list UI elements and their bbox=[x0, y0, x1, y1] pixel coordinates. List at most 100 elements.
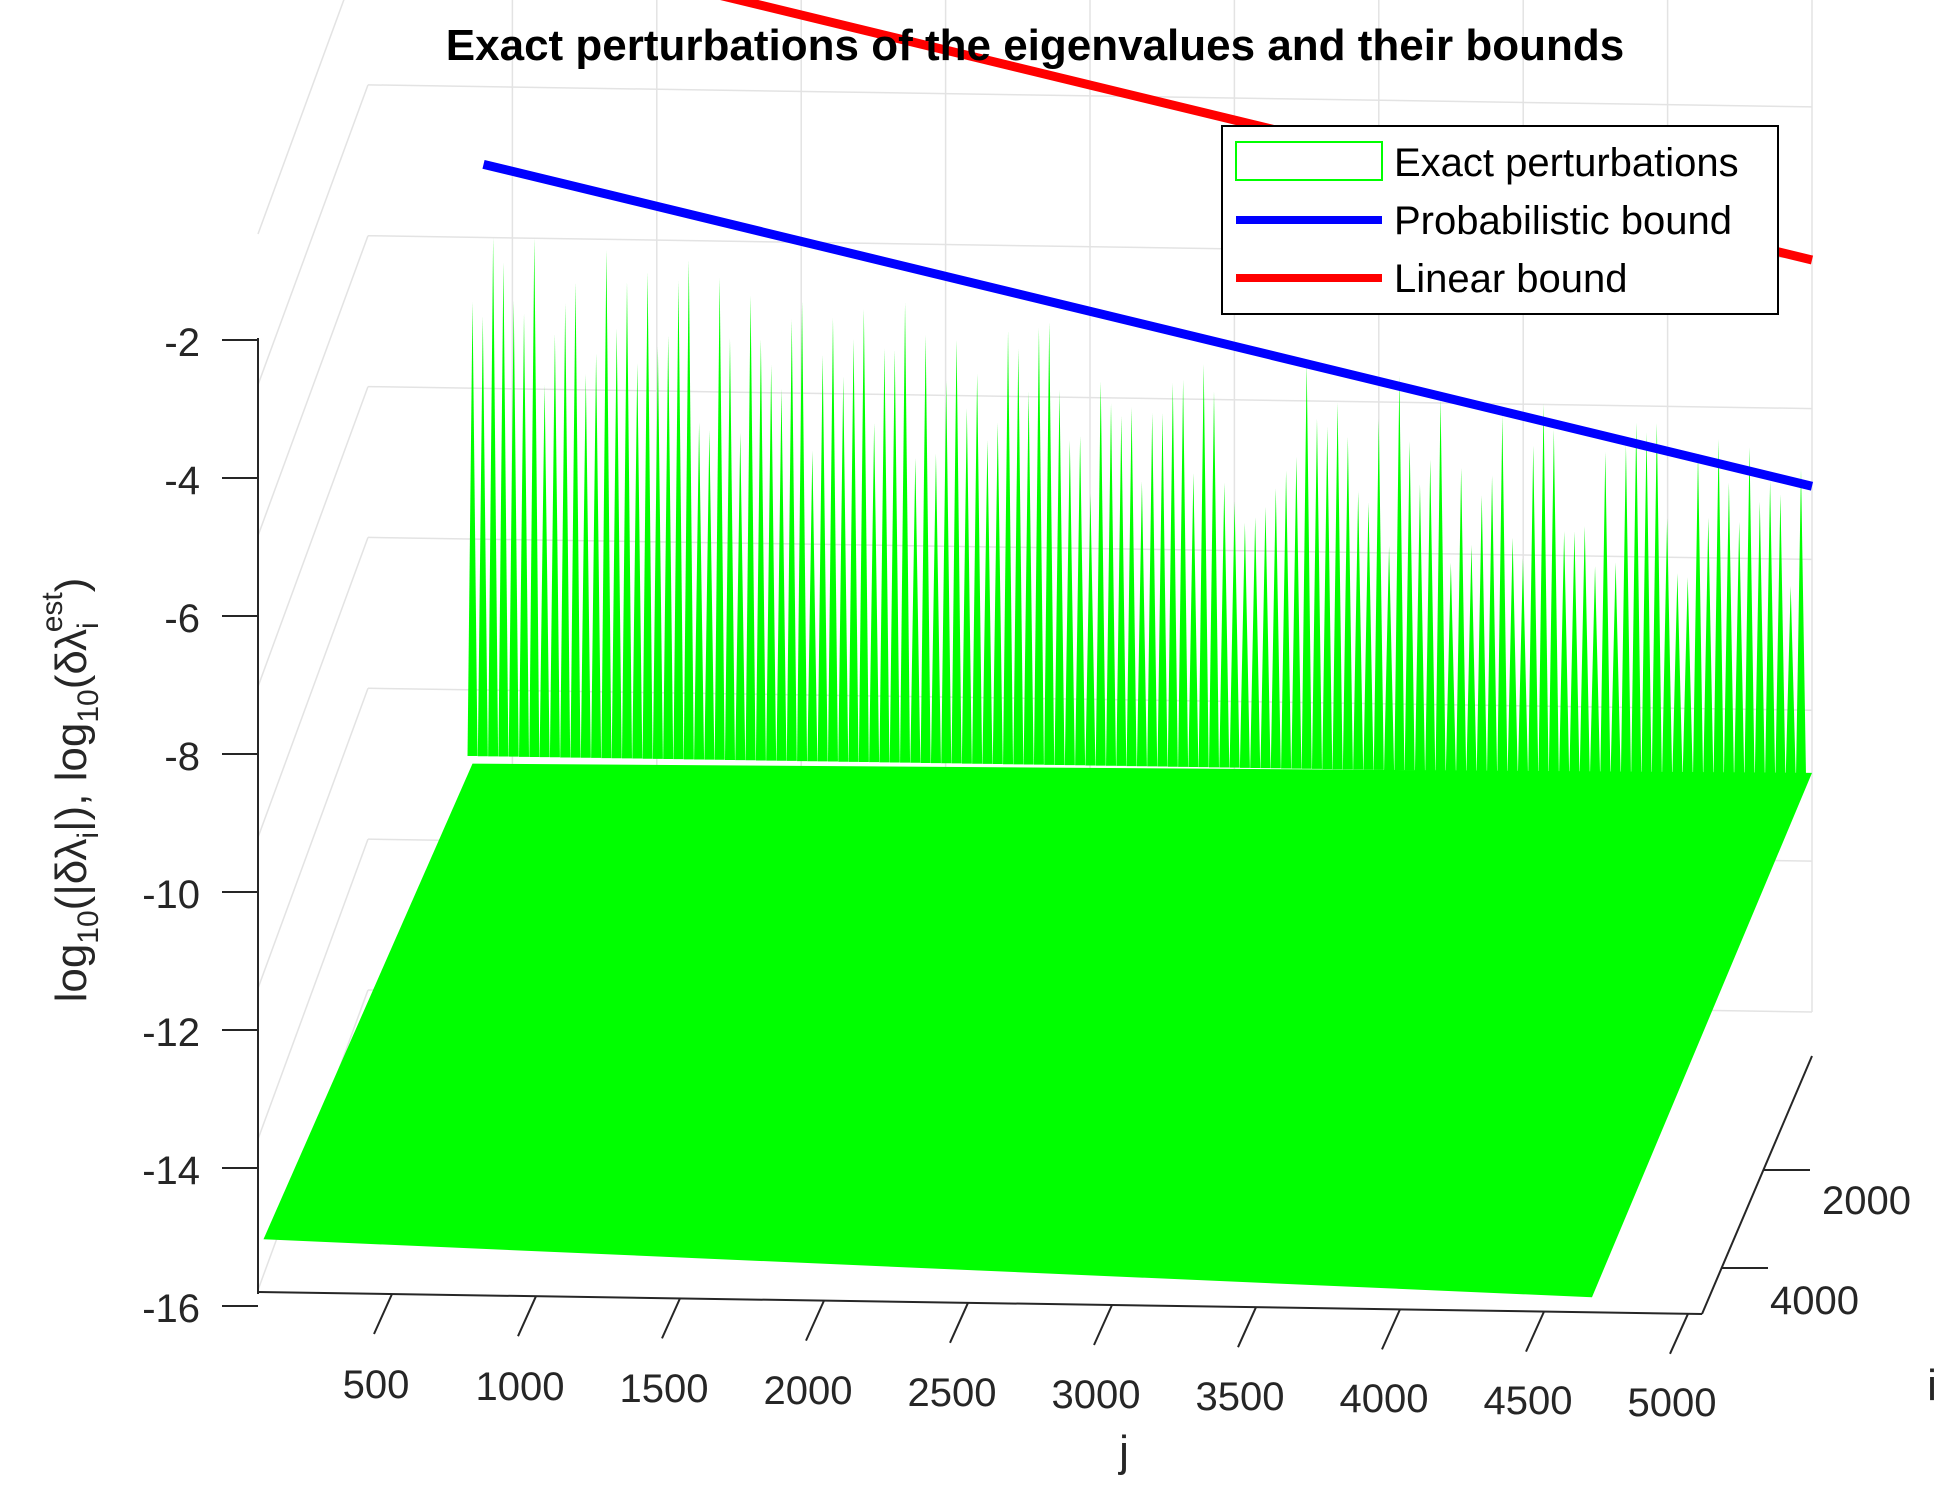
surface-spike bbox=[869, 422, 880, 763]
legend-swatch-exact-perturbations bbox=[1235, 141, 1383, 181]
chart-title: Exact perturbations of the eigenvalues a… bbox=[446, 21, 1624, 70]
surface-spike bbox=[529, 237, 540, 757]
surface-spike bbox=[766, 364, 777, 761]
surface-spike bbox=[827, 317, 838, 762]
surface-spike bbox=[1136, 481, 1147, 767]
x-tick-label: 4500 bbox=[1484, 1379, 1573, 1423]
surface-spike bbox=[549, 334, 560, 758]
surface-spike bbox=[961, 408, 972, 764]
surface-spike bbox=[838, 376, 849, 762]
surface-spike bbox=[632, 363, 643, 759]
z-tick-label: -2 bbox=[164, 321, 200, 365]
surface-spike bbox=[488, 237, 499, 757]
surface-spike bbox=[1497, 415, 1508, 772]
surface-spike bbox=[889, 349, 900, 763]
surface-spike bbox=[745, 295, 756, 761]
surface-spike bbox=[920, 335, 931, 763]
surface-spike bbox=[1435, 397, 1446, 771]
surface-spike bbox=[1414, 484, 1425, 771]
z-tick-label: -4 bbox=[164, 459, 200, 503]
axes bbox=[222, 338, 1813, 1355]
surface-spike bbox=[1476, 495, 1487, 772]
x-axis-label: j bbox=[1117, 1427, 1129, 1476]
surface-spike bbox=[1796, 469, 1806, 777]
surface-spike bbox=[477, 316, 488, 757]
surface-spike bbox=[1301, 362, 1312, 769]
surface-spike bbox=[1754, 501, 1765, 776]
surface-spike bbox=[1291, 456, 1302, 769]
surface-spike bbox=[519, 313, 530, 757]
surface-spike bbox=[858, 308, 869, 763]
x-tick-label: 2000 bbox=[764, 1369, 853, 1413]
surface-spike bbox=[1085, 493, 1096, 766]
surface-spike bbox=[910, 457, 921, 763]
surface-spike bbox=[1517, 558, 1528, 773]
surface-spike bbox=[1487, 475, 1498, 772]
y-axis-ticks: 2000 4000 bbox=[1770, 1179, 1911, 1323]
surface-spike bbox=[1373, 419, 1384, 770]
surface-spike bbox=[508, 300, 519, 757]
surface-spike bbox=[1157, 412, 1168, 767]
surface-spike bbox=[1785, 585, 1796, 777]
z-tick-label: -16 bbox=[142, 1287, 200, 1331]
surface-spike bbox=[1775, 494, 1786, 776]
surface-spike bbox=[1332, 402, 1343, 770]
grid-line bbox=[257, 537, 369, 838]
surface-spike bbox=[1559, 531, 1570, 773]
surface-spike bbox=[1167, 382, 1178, 767]
surface-spike bbox=[673, 280, 684, 760]
surface-spike bbox=[1033, 327, 1044, 765]
surface-spike bbox=[1579, 526, 1590, 773]
grid-line bbox=[257, 688, 369, 989]
surface-spike bbox=[467, 301, 478, 757]
x-tick-mark bbox=[805, 1300, 825, 1342]
surface-spike bbox=[1744, 447, 1755, 776]
legend: Exact perturbations Probabilistic bound … bbox=[1221, 125, 1779, 315]
surface-spike bbox=[1198, 364, 1209, 768]
surface-floor bbox=[263, 763, 1812, 1298]
surface-spike bbox=[611, 328, 622, 759]
x-tick-mark bbox=[517, 1295, 537, 1337]
x-tick-label: 1500 bbox=[620, 1367, 709, 1411]
surface-spike bbox=[1466, 544, 1477, 772]
surface-spike bbox=[1219, 482, 1230, 768]
surface-spike bbox=[1672, 573, 1683, 775]
surface-spike bbox=[1044, 322, 1055, 765]
surface-spike bbox=[1394, 375, 1405, 771]
surface-spike bbox=[1404, 441, 1415, 771]
surface-spike bbox=[1590, 565, 1601, 774]
grid-line bbox=[257, 84, 369, 386]
surface-spike bbox=[1600, 451, 1611, 774]
x-tick-label: 500 bbox=[343, 1363, 410, 1407]
probabilistic-bound-line bbox=[482, 159, 1814, 491]
x-tick-label: 3500 bbox=[1196, 1375, 1285, 1419]
surface-spike bbox=[1106, 403, 1117, 766]
z-tick-label: -6 bbox=[164, 597, 200, 641]
surface-spike bbox=[621, 282, 632, 759]
surface-spike bbox=[1342, 436, 1353, 770]
surface-spike bbox=[570, 282, 581, 758]
exact-perturbations-surface bbox=[263, 237, 1812, 1298]
surface-spike bbox=[1239, 522, 1250, 768]
surface-spike bbox=[1425, 459, 1436, 771]
surface-spike bbox=[1703, 517, 1714, 775]
surface-spike bbox=[776, 388, 787, 761]
surface-spike bbox=[1208, 391, 1219, 768]
surface-spike bbox=[1662, 518, 1673, 775]
surface-spike bbox=[817, 354, 828, 762]
surface-spike bbox=[652, 346, 663, 759]
surface-spike bbox=[724, 338, 735, 760]
surface-spike bbox=[1631, 422, 1642, 774]
x-tick-mark bbox=[1669, 1313, 1689, 1355]
surface-spike bbox=[1116, 415, 1127, 766]
surface-spike bbox=[1095, 381, 1106, 766]
surface-spike bbox=[951, 340, 962, 764]
legend-label-exact-perturbations: Exact perturbations bbox=[1394, 141, 1739, 185]
surface-spike bbox=[1765, 480, 1776, 776]
surface-spike bbox=[1322, 426, 1333, 770]
y-tick-label: 4000 bbox=[1770, 1279, 1859, 1323]
surface-spike bbox=[1075, 435, 1086, 766]
grid-line bbox=[257, 386, 369, 687]
surface-spike bbox=[982, 440, 993, 764]
